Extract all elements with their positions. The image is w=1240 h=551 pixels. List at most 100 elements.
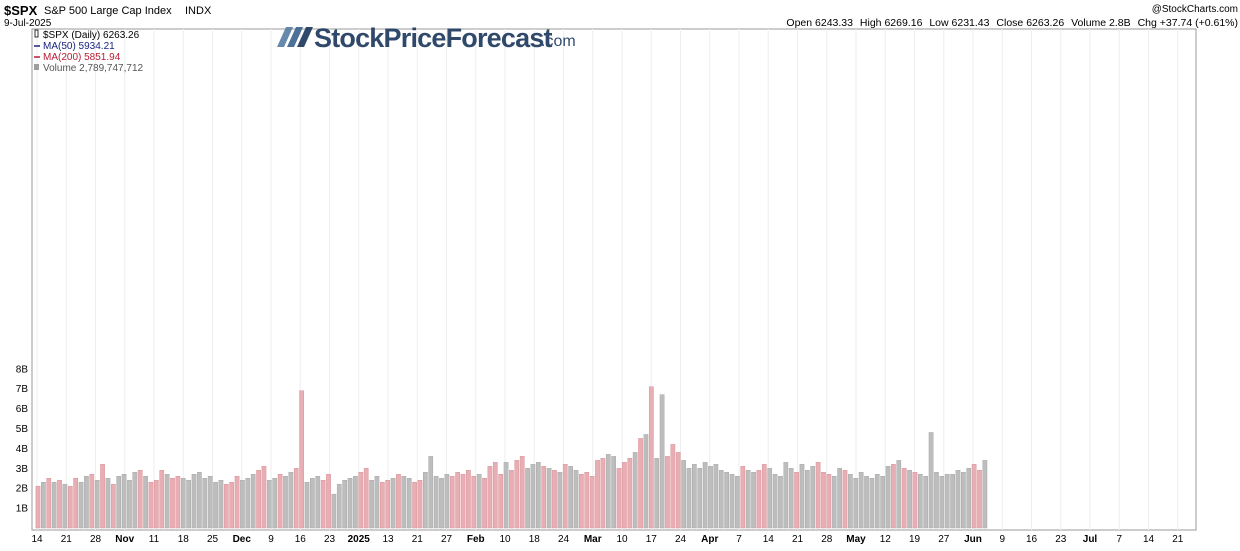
volume-bar: [358, 472, 364, 529]
volume-bar: [901, 468, 907, 529]
volume-bar: [605, 454, 611, 529]
volume-bar: [535, 462, 541, 529]
x-tick-label: 18: [178, 534, 190, 545]
volume-bar: [891, 464, 896, 529]
change-label: Chg: [1138, 17, 1157, 29]
volume-tick-label: 8B: [16, 364, 29, 375]
volume-bar: [197, 472, 202, 529]
volume-bar: [170, 478, 175, 529]
volume-bar: [121, 474, 127, 529]
volume-bar: [917, 474, 923, 529]
volume-bar: [519, 456, 525, 529]
volume-bar: [896, 460, 902, 529]
volume-bar: [57, 479, 62, 529]
volume-bar: [487, 466, 493, 529]
volume-bar: [304, 481, 310, 529]
volume-bar: [562, 464, 568, 529]
close-value: 6263.26: [1026, 17, 1064, 29]
plot-frame: [31, 28, 1197, 531]
volume-bar: [132, 472, 138, 529]
volume-bar: [552, 470, 557, 529]
x-tick-label: 28: [90, 534, 102, 545]
volume-bar: [299, 390, 304, 529]
volume-bar: [460, 474, 466, 529]
volume-bar: [745, 470, 751, 529]
volume-bar: [568, 466, 573, 529]
volume-bar: [444, 474, 450, 529]
x-tick-label: 14: [31, 534, 43, 545]
volume-bar: [326, 474, 331, 529]
x-tick-label: 11: [149, 534, 160, 545]
volume-bar: [320, 479, 326, 529]
volume-bar: [439, 478, 444, 529]
volume-tick-label: 6B: [16, 404, 29, 415]
volume-bar: [110, 483, 116, 529]
volume-tick-label: 1B: [16, 504, 29, 515]
volume-bar: [939, 476, 945, 529]
x-tick-label: Dec: [233, 534, 252, 545]
volume-bar: [423, 472, 428, 529]
volume-bar: [143, 476, 148, 529]
volume-bar: [579, 474, 584, 529]
volume-bar: [272, 478, 278, 529]
volume-tick-label: 7B: [16, 384, 29, 395]
volume-bar: [401, 476, 407, 529]
volume-tick-label: 4B: [16, 444, 29, 455]
volume-bar: [342, 479, 348, 529]
volume-bar: [848, 474, 853, 529]
x-tick-label: 13: [382, 534, 394, 545]
volume-bar: [815, 462, 821, 529]
volume-bar: [767, 468, 773, 529]
x-tick-label: 10: [616, 534, 628, 545]
volume-bar: [557, 472, 563, 529]
volume-bar: [51, 481, 57, 529]
volume-bar: [67, 485, 73, 529]
volume-bar: [234, 476, 240, 529]
volume-bar: [482, 478, 487, 529]
volume-bar: [347, 478, 353, 529]
legend-entry: $SPX (Daily) 6263.26: [43, 30, 140, 41]
volume-bar: [164, 474, 170, 529]
volume-bar: [977, 470, 982, 529]
volume-bar: [713, 464, 719, 529]
volume-bar: [788, 468, 794, 529]
volume-bar: [369, 479, 374, 529]
volume-bar: [724, 472, 729, 529]
x-tick-label: 14: [1143, 534, 1155, 545]
volume-bar: [127, 479, 132, 529]
volume-bar: [756, 470, 762, 529]
volume-bar: [390, 478, 396, 529]
date-axis: 14 21 28 Nov 11 18 25 Dec 9 16 23 2025 13 21 27 Feb 10 18…: [31, 534, 1183, 545]
volume-bar: [923, 476, 929, 529]
volume-tick-label: 3B: [16, 464, 29, 475]
volume-bar: [218, 479, 224, 529]
volume-bar: [961, 472, 966, 529]
x-tick-label: 21: [792, 534, 804, 545]
x-tick-label: 7: [1116, 534, 1122, 545]
volume-tick-label: 2B: [16, 484, 29, 495]
high-value: 6269.16: [884, 17, 922, 29]
brand-slashes-icon: [277, 27, 313, 47]
volume-bar: [89, 474, 95, 529]
volume-bar: [186, 479, 191, 529]
volume-bar: [471, 476, 477, 529]
x-tick-label: 28: [821, 534, 833, 545]
volume-bar: [880, 476, 886, 529]
index-name: S&P 500 Large Cap Index: [44, 5, 172, 17]
volume-bar: [826, 474, 832, 529]
volume-bar: [100, 464, 105, 529]
volume-bar: [105, 478, 111, 529]
volume-bar: [541, 466, 547, 529]
volume-bar: [729, 474, 735, 529]
volume-bar: [966, 468, 972, 529]
x-tick-label: 25: [207, 534, 219, 545]
volume-bar: [783, 462, 789, 529]
volume-bar: [476, 474, 482, 529]
volume-bar: [589, 476, 595, 529]
volume-bar: [94, 479, 100, 529]
volume-bar: [288, 472, 294, 529]
volume-bar: [283, 476, 288, 529]
volume-bar: [982, 460, 988, 529]
volume-bar: [223, 483, 229, 529]
